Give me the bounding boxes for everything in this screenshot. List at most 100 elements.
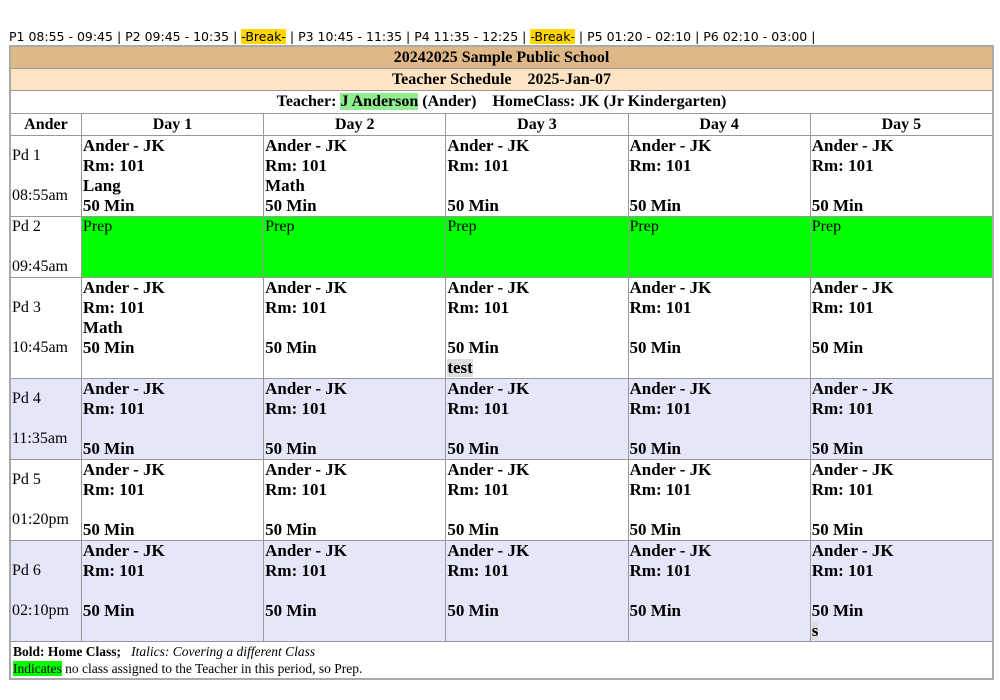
cell-line: Ander - JK — [447, 541, 530, 560]
period-row: Pd 3 10:45am Ander - JK Rm: 101 Math 50 Min An… — [9, 277, 994, 379]
period-label: Pd 5 01:20pm — [9, 459, 82, 541]
period-times-bar: P1 08:55 - 09:45 | P2 09:45 - 10:35 | -B… — [9, 29, 816, 44]
schedule-cell[interactable]: Ander - JK Rm: 101 50 Min — [80, 540, 265, 642]
cell-line — [265, 500, 444, 520]
schedule-cell[interactable]: Ander - JK Rm: 101 50 Min — [627, 135, 811, 217]
period-time: P3 10:45 - 11:35 — [298, 29, 403, 44]
break-marker: -Break- — [530, 29, 575, 44]
cell-line: 50 Min — [447, 520, 499, 539]
cell-line: 50 Min — [447, 196, 499, 215]
cell-line: Ander - JK — [811, 278, 894, 297]
schedule-cell[interactable]: Prep — [80, 216, 265, 278]
period-time: 01:20pm — [12, 511, 69, 528]
cell-line: Lang — [82, 176, 121, 195]
schedule-cell[interactable]: Prep — [627, 216, 811, 278]
schedule-cell[interactable]: Ander - JK Rm: 101 50 Min — [263, 540, 447, 642]
schedule-cell[interactable]: Ander - JK Rm: 101 50 Min test — [445, 277, 629, 379]
period-label: Pd 1 08:55am — [9, 135, 82, 217]
schedule-cell[interactable]: Ander - JK Rm: 101 50 Min — [809, 378, 994, 460]
cell-line: Ander - JK — [447, 136, 530, 155]
cell-line: Rm: 101 — [82, 298, 145, 317]
cell-line: 50 Min — [82, 601, 135, 620]
column-header: Day 5 — [809, 113, 994, 136]
period-time: 10:45am — [12, 339, 68, 356]
cell-line: Ander - JK — [447, 379, 530, 398]
schedule-cell[interactable]: Ander - JK Rm: 101 50 Min — [445, 540, 629, 642]
schedule-date: 2025-Jan-07 — [527, 70, 612, 88]
schedule-cell[interactable]: Ander - JK Rm: 101 50 Min — [263, 459, 447, 541]
schedule-cell[interactable]: Ander - JK Rm: 101 50 Min — [445, 378, 629, 460]
cell-line — [83, 581, 262, 601]
schedule-cell[interactable]: Ander - JK Rm: 101 Math 50 Min — [263, 135, 447, 217]
cell-line: 50 Min — [447, 601, 499, 620]
cell-line: 50 Min — [265, 520, 317, 539]
cell-line: Rm: 101 — [811, 399, 874, 418]
cell-line: Rm: 101 — [265, 298, 327, 317]
cell-line: Ander - JK — [82, 460, 165, 479]
cell-line: Ander - JK — [629, 136, 712, 155]
cell-line: Ander - JK — [629, 379, 712, 398]
schedule-cell[interactable]: Ander - JK Rm: 101 50 Min — [627, 378, 811, 460]
cell-line — [265, 318, 444, 338]
teacher-info: Teacher: J Anderson (Ander) HomeClass: J… — [9, 90, 994, 114]
cell-line — [447, 419, 626, 439]
schedule-cell[interactable]: Ander - JK Rm: 101 50 Min — [809, 459, 994, 541]
schedule-cell[interactable]: Ander - JK Rm: 101 50 Min — [809, 135, 994, 217]
schedule-cell[interactable]: Ander - JK Rm: 101 50 Min — [263, 277, 447, 379]
cell-line: 50 Min — [447, 439, 499, 458]
schedule-cell[interactable]: Ander - JK Rm: 101 50 Min — [445, 135, 629, 217]
cell-line: Ander - JK — [82, 379, 165, 398]
period-time: 02:10pm — [12, 602, 69, 619]
cell-line: Ander - JK — [82, 541, 165, 560]
period-label: Pd 3 10:45am — [9, 277, 82, 379]
cell-line — [812, 318, 991, 338]
cell-line: Ander - JK — [447, 278, 530, 297]
cell-line: 50 Min — [265, 601, 317, 620]
cell-line: Rm: 101 — [265, 156, 327, 175]
cell-note: s — [811, 621, 819, 640]
column-header: Ander — [9, 113, 82, 136]
cell-line: Rm: 101 — [265, 480, 327, 499]
cell-line: 50 Min — [629, 338, 682, 357]
period-label: Pd 4 11:35am — [9, 378, 82, 460]
schedule-cell[interactable]: Ander - JK Rm: 101 50 Min s — [809, 540, 994, 642]
cell-note: test — [447, 358, 473, 377]
schedule-cell[interactable]: Ander - JK Rm: 101 50 Min — [263, 378, 447, 460]
schedule-cell[interactable]: Ander - JK Rm: 101 Lang 50 Min — [80, 135, 265, 217]
cell-line: Rm: 101 — [811, 480, 874, 499]
cell-line — [83, 500, 262, 520]
cell-line: 50 Min — [265, 439, 317, 458]
period-label: Pd 6 02:10pm — [9, 540, 82, 642]
cell-line: 50 Min — [265, 196, 317, 215]
period-name: Pd 2 — [12, 218, 41, 235]
schedule-cell[interactable]: Ander - JK Rm: 101 Math 50 Min — [80, 277, 265, 379]
cell-line: Ander - JK — [811, 460, 894, 479]
cell-line — [812, 176, 991, 196]
schedule-cell[interactable]: Ander - JK Rm: 101 50 Min — [80, 459, 265, 541]
cell-line: Ander - JK — [811, 541, 894, 560]
schedule-cell[interactable]: Ander - JK Rm: 101 50 Min — [627, 277, 811, 379]
cell-line: Rm: 101 — [811, 156, 874, 175]
cell-line: Rm: 101 — [447, 156, 510, 175]
cell-line: Prep — [82, 218, 113, 235]
period-time: P4 11:35 - 12:25 — [414, 29, 519, 44]
cell-line: Rm: 101 — [265, 561, 327, 580]
schedule-cell[interactable]: Prep — [263, 216, 447, 278]
column-header: Day 4 — [627, 113, 811, 136]
cell-line — [812, 500, 991, 520]
schedule-cell[interactable]: Ander - JK Rm: 101 50 Min — [445, 459, 629, 541]
schedule-cell[interactable]: Prep — [809, 216, 994, 278]
schedule-cell[interactable]: Ander - JK Rm: 101 50 Min — [627, 459, 811, 541]
cell-line: 50 Min — [265, 338, 317, 357]
schedule-cell[interactable]: Ander - JK Rm: 101 50 Min — [80, 378, 265, 460]
cell-line — [630, 176, 809, 196]
cell-line — [447, 176, 626, 196]
cell-line: 50 Min — [629, 601, 682, 620]
schedule-cell[interactable]: Ander - JK Rm: 101 50 Min — [809, 277, 994, 379]
cell-line: Rm: 101 — [82, 399, 145, 418]
schedule-cell[interactable]: Prep — [445, 216, 629, 278]
schedule-cell[interactable]: Ander - JK Rm: 101 50 Min — [627, 540, 811, 642]
teacher-label: Teacher: — [276, 93, 337, 110]
schedule-label: Teacher Schedule — [391, 70, 512, 88]
legend-green-swatch: Indicates — [13, 661, 62, 676]
